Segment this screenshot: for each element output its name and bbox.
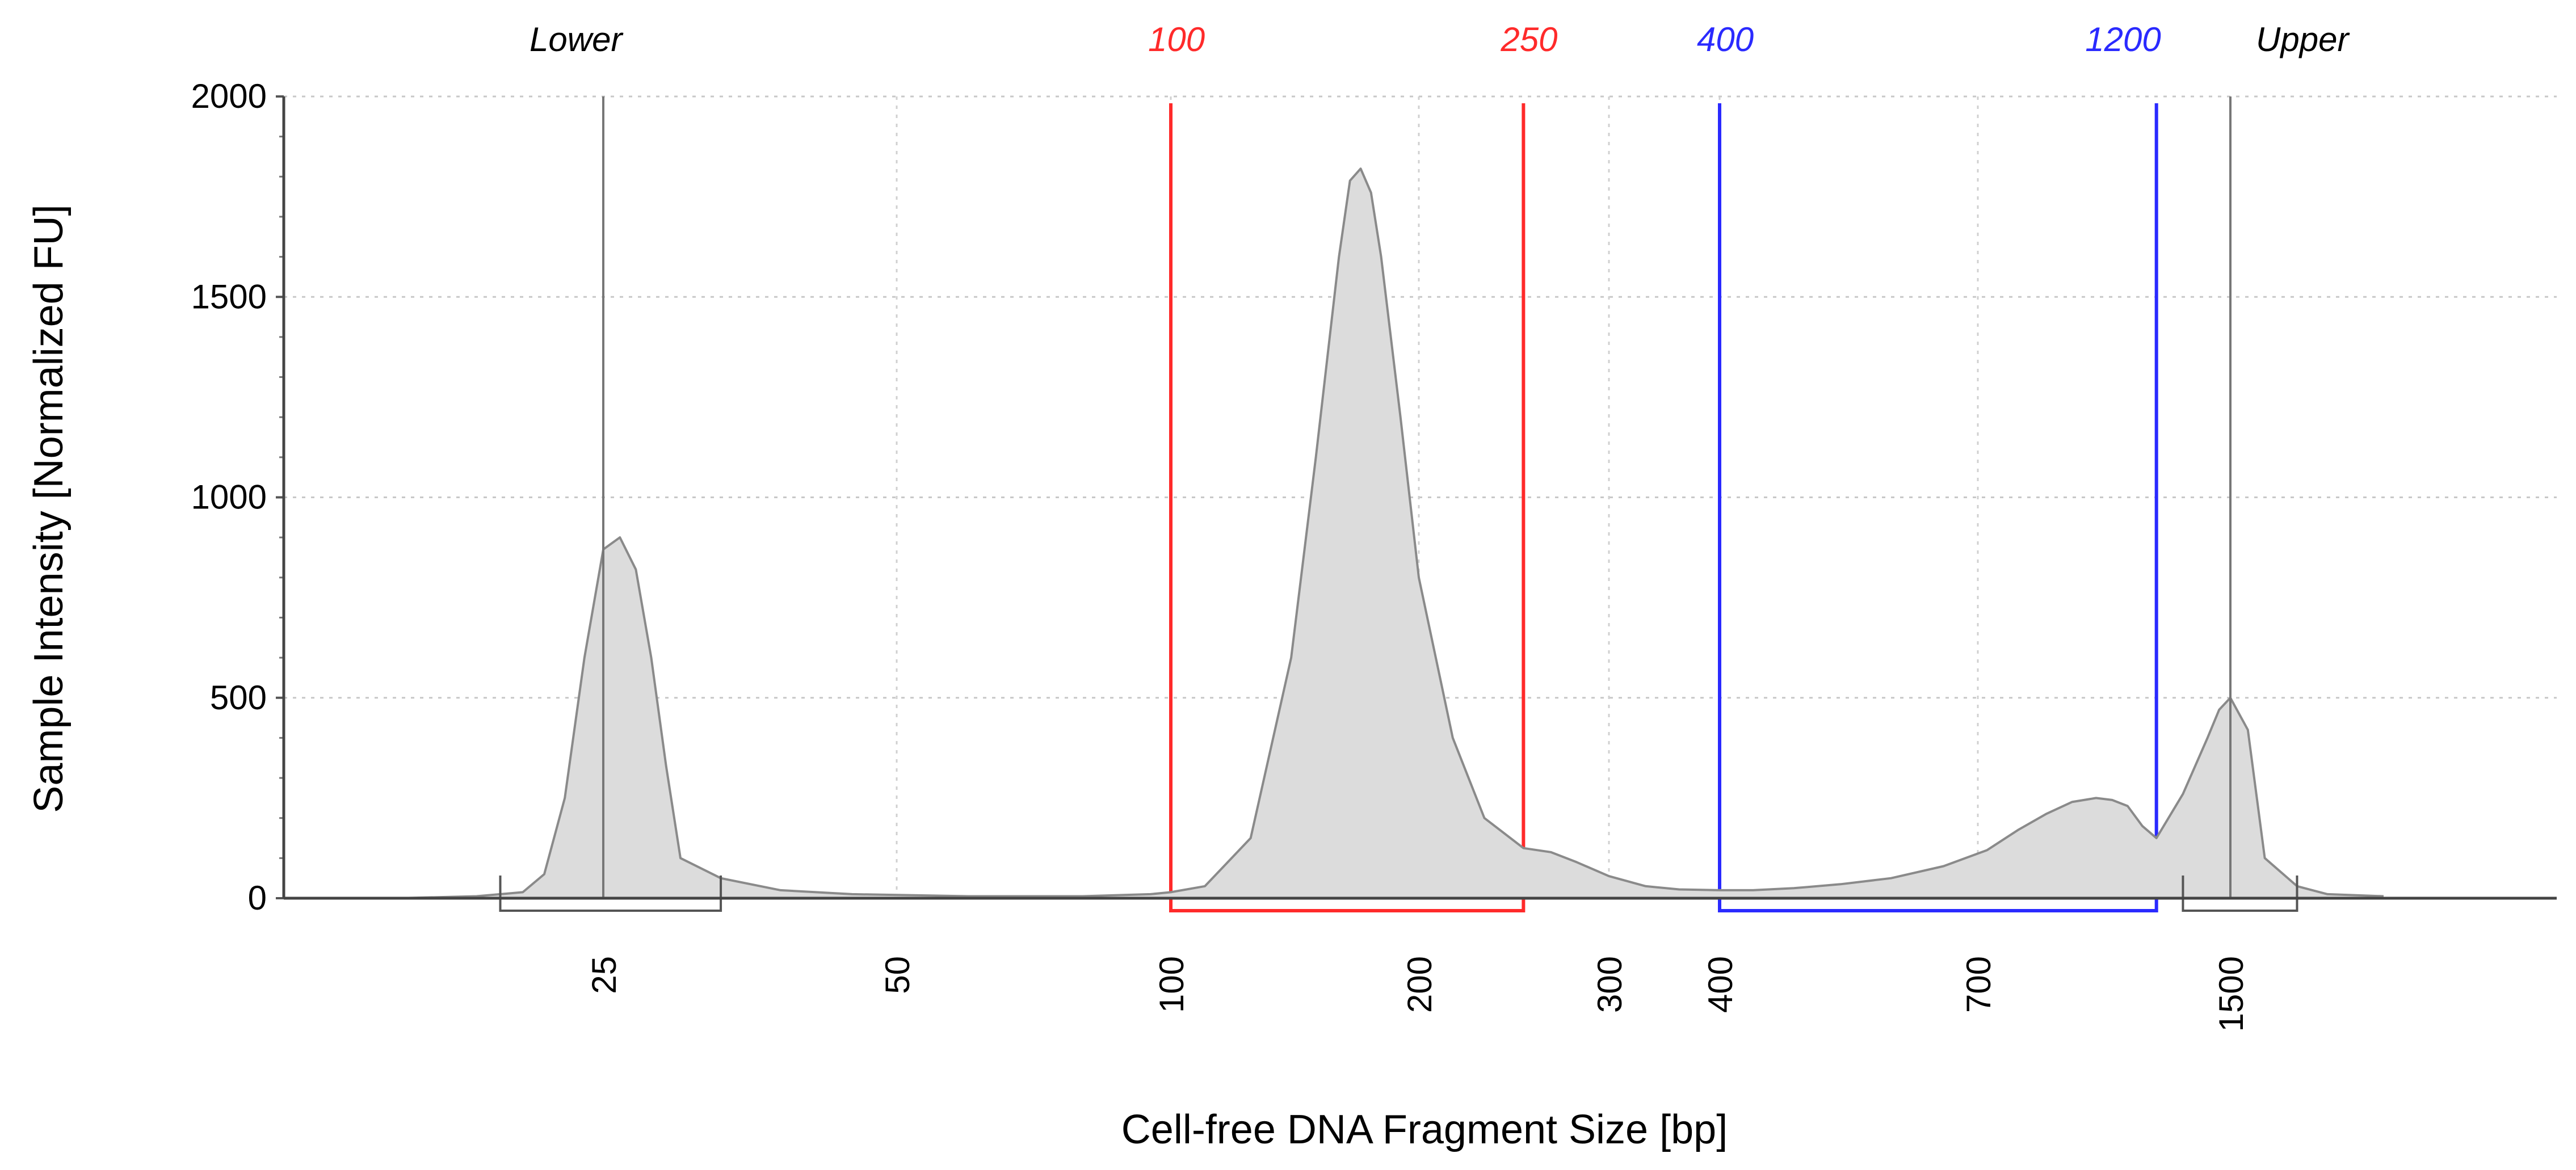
y-tick-label: 0 (248, 879, 267, 917)
sample-trace (397, 96, 2384, 912)
x-tick-label: 50 (879, 956, 917, 994)
x-tick-label: 200 (1401, 956, 1439, 1013)
x-tick-label: 300 (1591, 956, 1629, 1013)
trace-area (397, 169, 2384, 899)
x-tick-label: 700 (1960, 956, 1998, 1013)
region-end-label-2: 1200 (2085, 20, 2161, 58)
marker-label-upper: Upper (2256, 20, 2350, 58)
y-tick-label: 2000 (191, 77, 267, 115)
y-axis-title: Sample Intensity [Normalized FU] (26, 204, 72, 813)
size-regions (1169, 103, 2158, 912)
y-tick-label: 1000 (191, 478, 267, 516)
region-start-label-1: 100 (1148, 20, 1205, 58)
x-axis-title: Cell-free DNA Fragment Size [bp] (1121, 1107, 1728, 1152)
x-tick-label: 400 (1701, 956, 1739, 1013)
x-tick-label: 25 (585, 956, 623, 994)
region-end-label-1: 250 (1500, 20, 1557, 58)
axes (276, 95, 2557, 900)
region-bracket-1 (1169, 103, 1526, 912)
marker-peak-box-1 (499, 876, 722, 912)
x-tick-label: 100 (1153, 956, 1191, 1013)
labels: 0 500 1000 1500 2000 100 250 400 1200 Lower Upper 2… (26, 20, 2350, 1152)
y-tick-label: 1500 (191, 277, 267, 315)
marker-label-lower: Lower (530, 20, 623, 58)
x-tick-label: 1500 (2212, 956, 2250, 1032)
trace-line (397, 167, 2384, 899)
region-start-label-2: 400 (1697, 20, 1754, 58)
region-bracket-2 (1718, 103, 2158, 912)
y-tick-label: 500 (210, 679, 267, 717)
marker-peak-box-2 (2182, 876, 2298, 912)
